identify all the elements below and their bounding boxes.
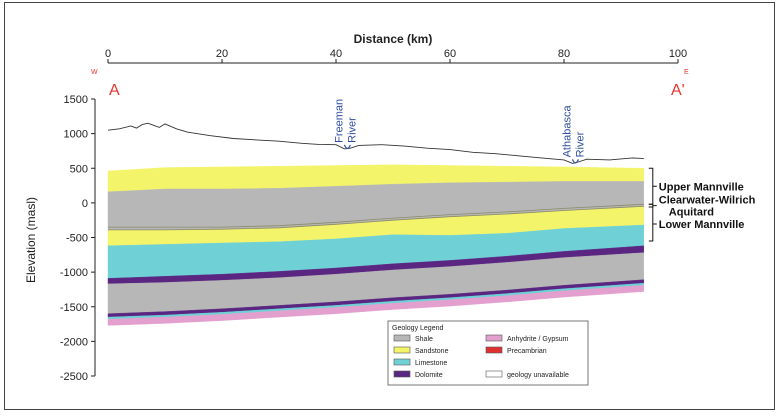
y-tick-label: 1500 bbox=[64, 94, 88, 106]
y-tick-label: 500 bbox=[70, 163, 88, 175]
legend-swatch bbox=[393, 346, 411, 354]
x-tick-label: 20 bbox=[216, 48, 228, 60]
unit-label: Upper Mannville bbox=[659, 181, 744, 193]
contact-line bbox=[108, 203, 644, 228]
x-tick-label: 40 bbox=[330, 48, 342, 60]
river-label: Athabasca bbox=[561, 105, 573, 158]
geology-legend: Geology Legend Shale Anhydrite / Gypsum San… bbox=[387, 320, 589, 386]
river-label: Freeman bbox=[333, 99, 345, 143]
y-tick-label: 0 bbox=[82, 198, 88, 210]
unit-label: Clearwater-Wilrich bbox=[659, 195, 756, 207]
legend-label: Dolomite bbox=[415, 372, 443, 379]
legend-title: Geology Legend bbox=[392, 325, 443, 332]
legend-swatch bbox=[393, 370, 411, 378]
y-axis-title: Elevation (masl) bbox=[24, 197, 38, 283]
legend-swatch bbox=[485, 334, 503, 342]
cross-section-figure: Distance (km) 0 20 40 60 80 100 1500 1000 500 0 -… bbox=[4, 2, 775, 410]
y-tick-label: 1000 bbox=[64, 129, 88, 141]
unit-label-line2: Aquitard bbox=[669, 207, 714, 219]
legend-swatch bbox=[393, 334, 411, 342]
x-axis-title: Distance (km) bbox=[354, 32, 433, 46]
legend-label: Anhydrite / Gypsum bbox=[507, 336, 569, 343]
section-end-label: A' bbox=[671, 82, 685, 99]
legend-swatch bbox=[485, 370, 503, 378]
x-tick-label: 100 bbox=[669, 48, 687, 60]
unit-bracket bbox=[648, 206, 654, 242]
x-tick-label: 0 bbox=[105, 48, 111, 60]
topography-line bbox=[107, 122, 644, 164]
unit-bracket bbox=[648, 167, 654, 205]
river-channel-icon bbox=[571, 159, 579, 164]
unit-brackets: Upper Mannville Clearwater-WilrichAquitar… bbox=[648, 167, 756, 242]
river-labels: Freeman River Athabasca River bbox=[333, 99, 586, 164]
y-tick-label: -1500 bbox=[60, 302, 88, 314]
x-axis: 0 20 40 60 80 100 bbox=[105, 48, 687, 64]
y-tick-label: -2000 bbox=[60, 336, 88, 348]
legend-label: Shale bbox=[415, 336, 433, 343]
west-label: W bbox=[91, 69, 98, 76]
topography bbox=[107, 122, 644, 164]
legend-label: Limestone bbox=[415, 360, 447, 367]
contact-line bbox=[108, 205, 644, 231]
anhydrite-layer bbox=[107, 285, 644, 326]
river-label: River bbox=[574, 131, 586, 157]
legend-label: Precambrian bbox=[507, 348, 547, 355]
east-label: E bbox=[684, 69, 689, 76]
legend-label: Sandstone bbox=[415, 348, 449, 355]
x-tick-label: 60 bbox=[444, 48, 456, 60]
y-tick-label: -1000 bbox=[60, 267, 88, 279]
y-tick-label: -500 bbox=[66, 233, 88, 245]
cross-section-chart: Distance (km) 0 20 40 60 80 100 1500 1000 500 0 -… bbox=[24, 32, 756, 386]
y-tick-label: -2500 bbox=[60, 371, 88, 383]
y-axis: 1500 1000 500 0 -500 -1000 -1500 -2000 -2500 bbox=[60, 94, 96, 383]
section-start-label: A bbox=[109, 82, 120, 99]
geology-layers bbox=[107, 164, 644, 326]
river-label: River bbox=[346, 117, 358, 143]
legend-swatch bbox=[393, 358, 411, 366]
unit-label: Lower Mannville bbox=[659, 219, 745, 231]
legend-swatch bbox=[485, 346, 503, 354]
legend-label: geology unavailable bbox=[507, 372, 569, 379]
river-channel-icon bbox=[343, 144, 351, 149]
x-tick-label: 80 bbox=[558, 48, 570, 60]
